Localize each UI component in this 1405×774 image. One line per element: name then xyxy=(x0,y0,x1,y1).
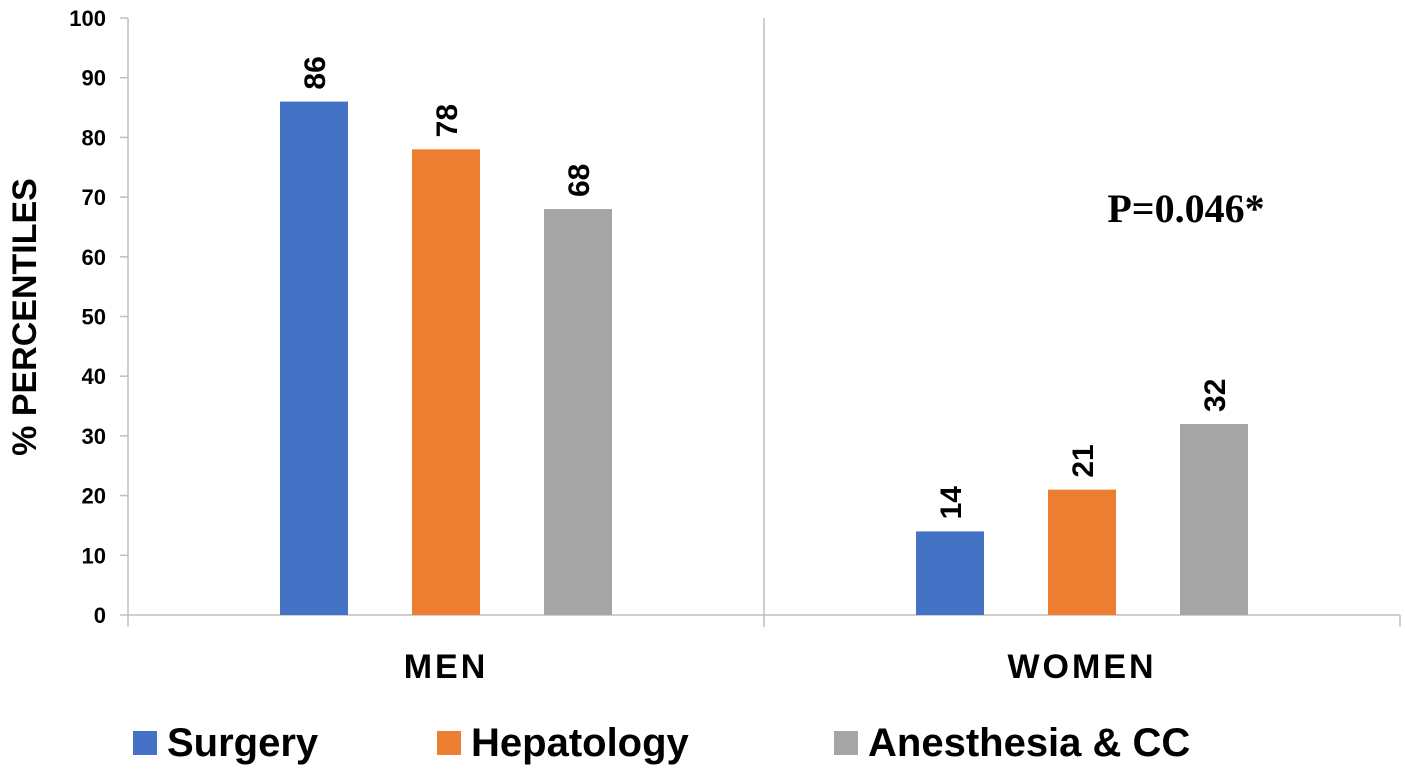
legend-item-anesthesia: Anesthesia & CC xyxy=(834,718,1190,768)
y-tick-label: 0 xyxy=(94,603,106,628)
y-tick-label: 40 xyxy=(82,364,106,389)
chart-legend: Surgery Hepatology Anesthesia & CC xyxy=(0,718,1405,768)
legend-swatch-surgery xyxy=(133,731,157,755)
legend-label-surgery: Surgery xyxy=(167,720,319,765)
bar xyxy=(412,149,480,615)
y-tick-label: 50 xyxy=(82,305,106,330)
legend-item-surgery: Surgery xyxy=(133,718,318,768)
bar xyxy=(280,101,348,615)
category-label: WOMEN xyxy=(1007,648,1156,686)
data-labels: 86 78 68 14 21 32 xyxy=(299,56,1232,519)
data-label: 68 xyxy=(563,164,596,197)
y-tick-label: 10 xyxy=(82,543,106,568)
bar xyxy=(916,531,984,615)
bar xyxy=(544,209,612,616)
y-tick-label: 20 xyxy=(82,484,106,509)
y-tick-label: 90 xyxy=(82,66,106,91)
y-tick-label: 100 xyxy=(69,6,106,31)
y-axis-label: % PERCENTILES xyxy=(6,178,44,456)
p-value-annotation: P=0.046* xyxy=(1107,186,1264,231)
y-tick-label: 70 xyxy=(82,185,106,210)
legend-swatch-hepatology xyxy=(437,731,461,755)
chart-bars xyxy=(280,101,1248,616)
bar xyxy=(1180,423,1248,615)
data-label: 32 xyxy=(1199,379,1232,412)
legend-item-hepatology: Hepatology xyxy=(437,718,689,768)
category-label: MEN xyxy=(404,648,489,686)
y-tick-label: 60 xyxy=(82,245,106,270)
legend-label-anesthesia: Anesthesia & CC xyxy=(868,720,1191,765)
data-label: 21 xyxy=(1067,444,1100,477)
y-ticks: 0 10 20 30 40 50 60 70 80 90 100 xyxy=(69,6,128,628)
y-tick-label: 30 xyxy=(82,424,106,449)
data-label: 86 xyxy=(299,56,332,89)
data-label: 14 xyxy=(935,486,968,520)
bar xyxy=(1048,489,1116,615)
y-tick-label: 80 xyxy=(82,125,106,150)
legend-label-hepatology: Hepatology xyxy=(471,720,689,765)
legend-swatch-anesthesia xyxy=(834,731,858,755)
data-label: 78 xyxy=(431,104,464,137)
